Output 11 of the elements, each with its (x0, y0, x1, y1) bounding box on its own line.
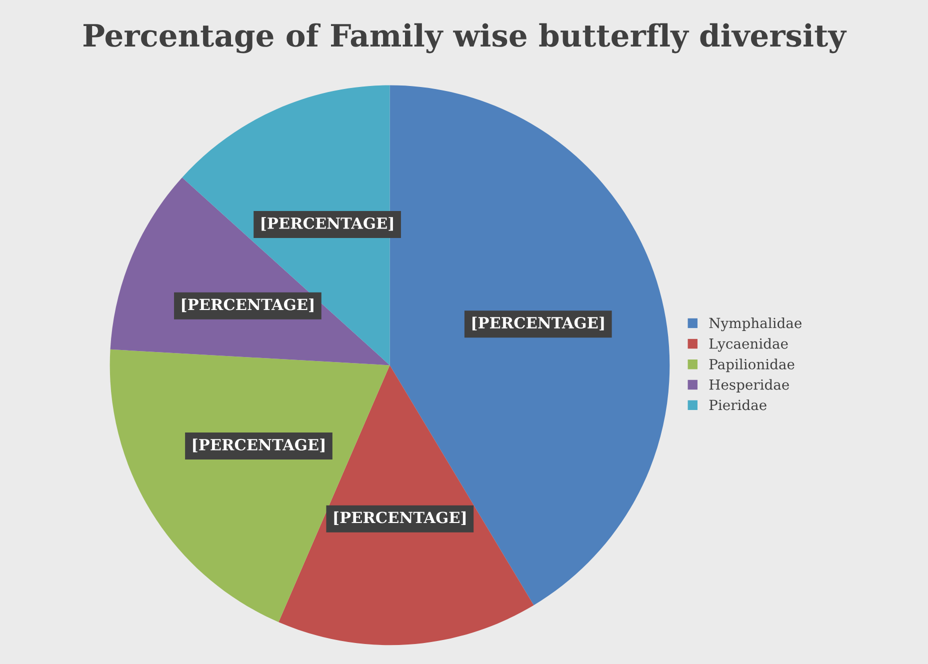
data-label: [PERCENTAGE] (262, 217, 393, 231)
data-label: [PERCENTAGE] (182, 298, 314, 312)
data-label: [PERCENTAGE] (334, 511, 466, 526)
legend-label: Nymphalidae (709, 318, 802, 332)
data-label: [PERCENTAGE] (472, 316, 604, 330)
legend-label: Lycaenidae (709, 338, 788, 352)
data-label: [PERCENTAGE] (193, 438, 324, 452)
legend-label: Pieridae (709, 399, 766, 410)
legend-label: Papilionidae (709, 358, 794, 372)
legend-label: Hesperidae (709, 379, 789, 393)
chart-title: Percentage of Family wise butterfly diversity (84, 23, 847, 54)
